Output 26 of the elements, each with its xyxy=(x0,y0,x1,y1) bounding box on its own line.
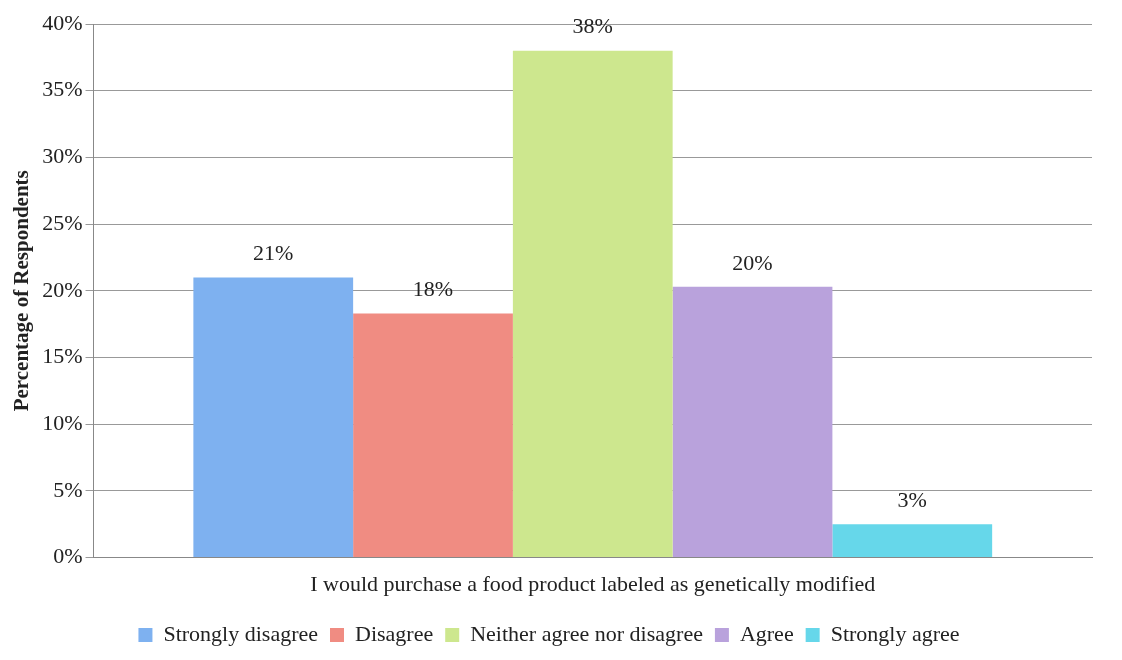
y-axis-title: Percentage of Respondents xyxy=(9,170,34,412)
y-tick-label: 30% xyxy=(42,143,83,169)
data-label: 21% xyxy=(253,240,294,266)
bar xyxy=(512,50,673,558)
data-label: 20% xyxy=(732,249,773,275)
bar xyxy=(672,286,833,558)
legend-label: Strongly disagree xyxy=(163,620,319,646)
legend-label: Agree xyxy=(739,620,794,646)
y-tick-label: 10% xyxy=(42,409,83,435)
x-tick-label: I would purchase a food product labeled as genetically modified xyxy=(310,570,876,596)
y-tick-label: 40% xyxy=(42,9,83,35)
y-tick-label: 0% xyxy=(53,543,83,569)
bar xyxy=(353,313,513,558)
y-tick-label: 15% xyxy=(42,343,83,369)
bar xyxy=(193,277,354,558)
y-tick-label: 35% xyxy=(42,76,83,102)
data-label: 38% xyxy=(572,13,613,39)
legend-label: Disagree xyxy=(355,620,434,646)
y-tick-label: 20% xyxy=(42,276,83,302)
bar xyxy=(832,524,993,558)
legend-label: Neither agree nor disagree xyxy=(470,620,703,646)
data-label: 18% xyxy=(412,276,454,302)
y-tick-label: 5% xyxy=(53,476,83,502)
legend-label: Strongly agree xyxy=(830,620,960,646)
data-label: 3% xyxy=(897,487,927,513)
y-tick-label: 25% xyxy=(42,209,83,235)
